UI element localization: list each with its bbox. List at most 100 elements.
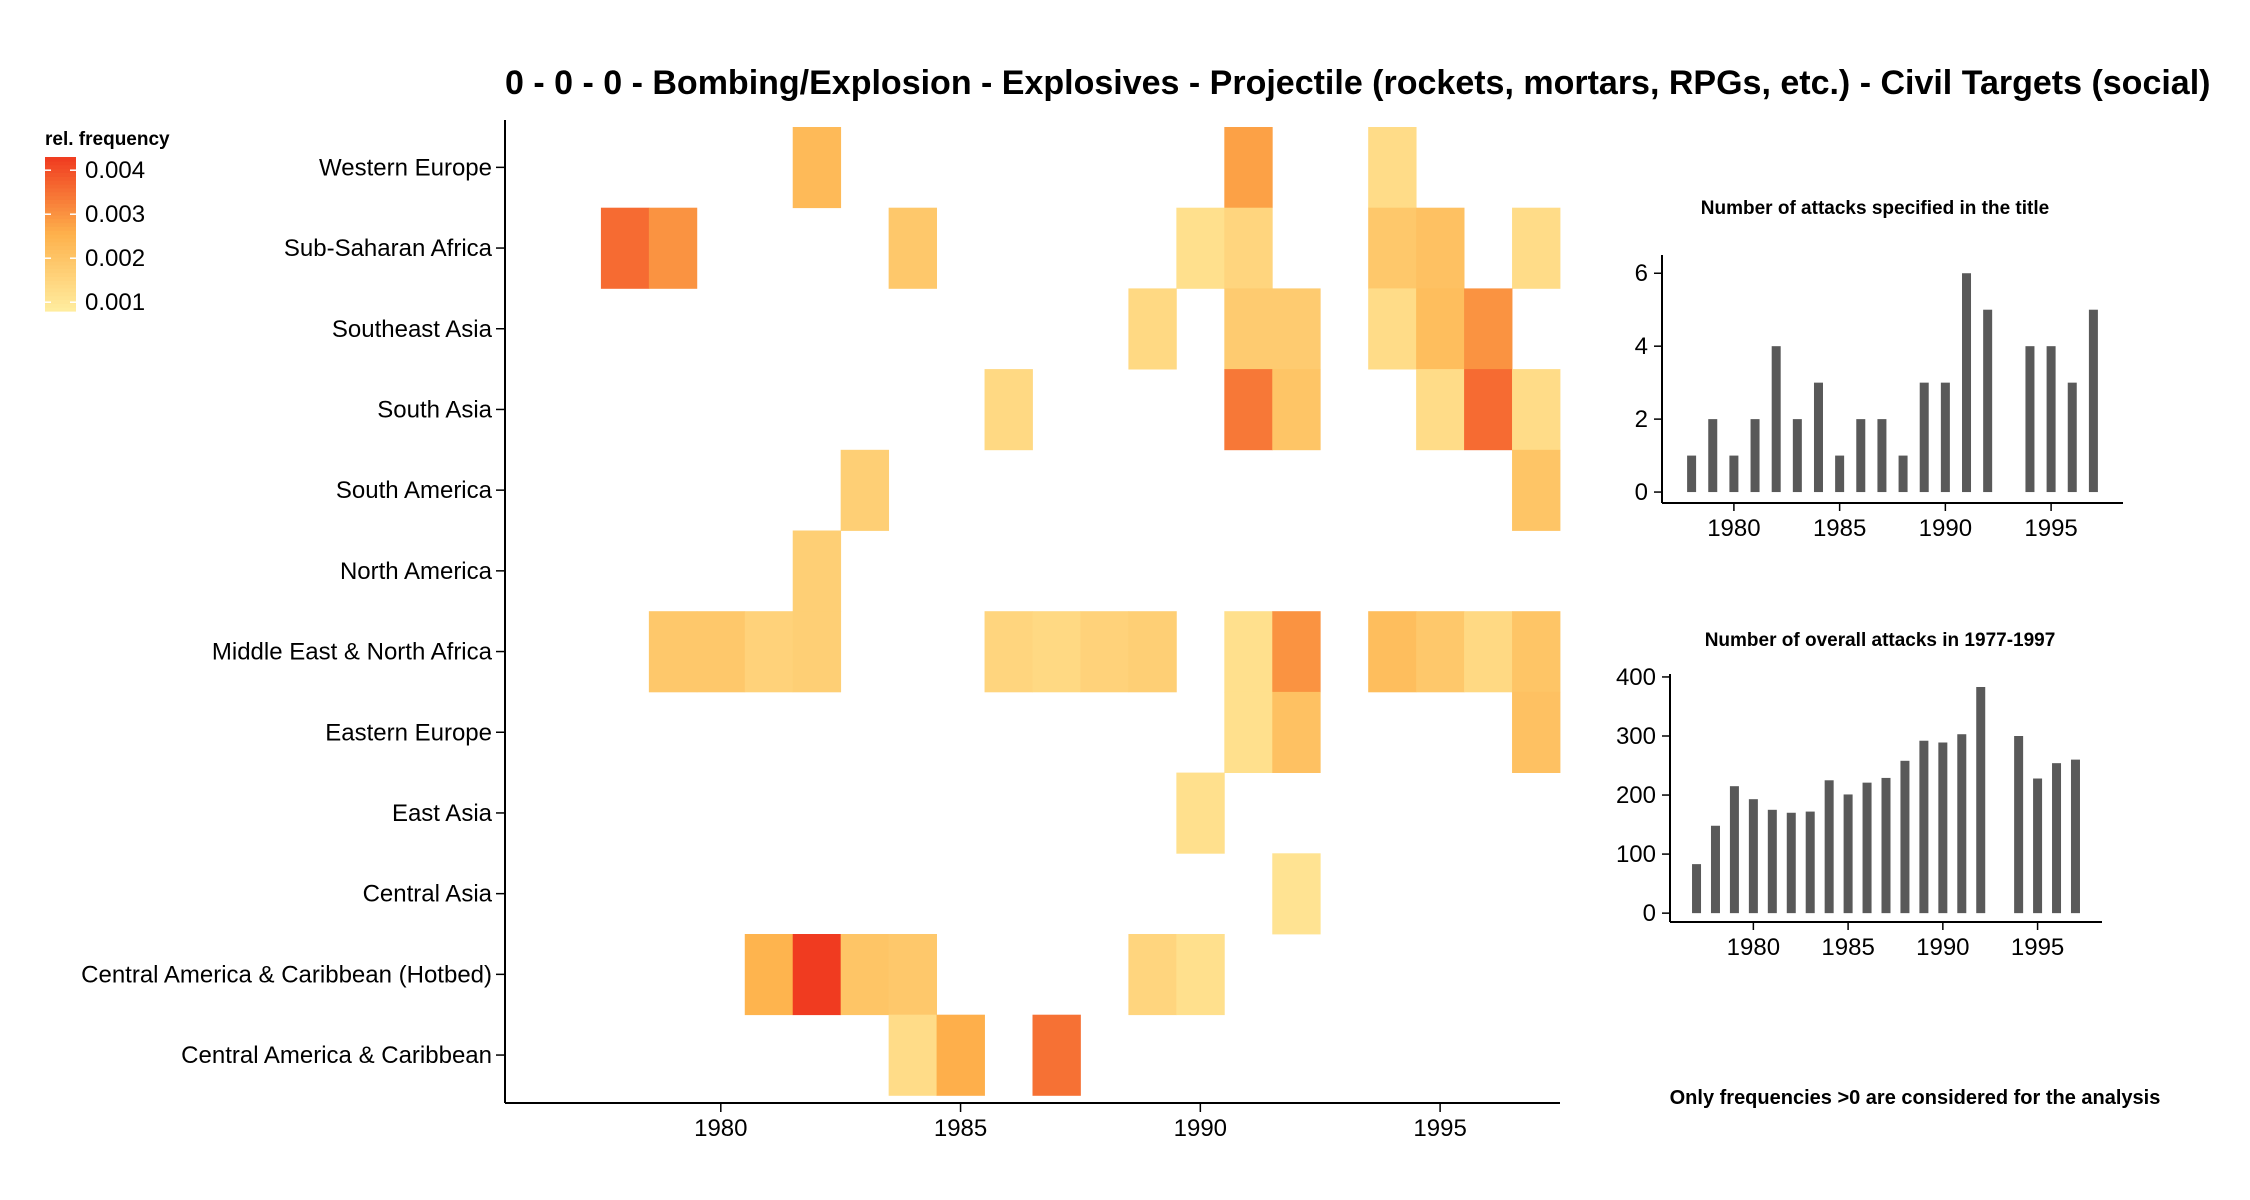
- bar: [2046, 346, 2056, 493]
- bar: [1856, 419, 1866, 493]
- heatmap-cell: [1416, 207, 1465, 289]
- heatmap-panel: 0 - 0 - 0 - Bombing/Explosion - Explosiv…: [81, 64, 2210, 1142]
- bar: [2070, 759, 2080, 914]
- bar: [2067, 382, 2077, 493]
- heatmap-cell: [1224, 611, 1273, 693]
- heatmap-cell: [1368, 127, 1417, 209]
- legend-gradient-segment: [45, 257, 76, 262]
- heatmap-cell: [1272, 691, 1321, 773]
- row-label: Central America & Caribbean (Hotbed): [81, 961, 492, 988]
- heatmap-cell: [1512, 369, 1561, 451]
- legend-gradient-segment: [45, 203, 76, 208]
- heatmap-cell: [1176, 934, 1225, 1016]
- heatmap-cell: [648, 207, 698, 289]
- row-label: South America: [336, 477, 493, 504]
- legend-gradient-segment: [45, 287, 76, 293]
- y-tick-label: 200: [1616, 782, 1656, 809]
- legend-gradient-segment: [45, 303, 76, 308]
- bar: [1983, 309, 1993, 493]
- legend-gradient-segment: [45, 260, 76, 266]
- legend-gradient-segment: [45, 176, 76, 181]
- heatmap-cell: [1512, 449, 1561, 531]
- x-tick-label: 1995: [2024, 515, 2077, 542]
- legend-gradient-segment: [45, 195, 76, 200]
- x-tick-label: 1990: [1919, 515, 1972, 542]
- bar-chart-title: Number of attacks specified in the title: [1701, 198, 2049, 219]
- heatmap-cell: [984, 369, 1033, 451]
- x-tick-label: 1985: [1813, 515, 1866, 542]
- color-legend: rel. frequency 0.004 0.003 0.002 0.001: [45, 129, 170, 316]
- legend-gradient-segment: [45, 157, 76, 162]
- y-tick-label: 300: [1616, 723, 1656, 750]
- heatmap-cell: [1032, 611, 1081, 693]
- bar: [1898, 455, 1908, 493]
- y-tick-label: 0: [1643, 900, 1656, 927]
- legend-gradient-segment: [45, 307, 76, 312]
- bar: [1708, 419, 1718, 493]
- legend-gradient-segment: [45, 249, 76, 254]
- heatmap-cell: [1224, 369, 1273, 451]
- legend-gradient-segment: [45, 168, 76, 173]
- heatmap-cell: [600, 207, 650, 289]
- bar: [1767, 809, 1777, 914]
- legend-tick-label: 0.002: [85, 245, 145, 272]
- heatmap-cell: [744, 611, 794, 693]
- legend-title: rel. frequency: [45, 129, 170, 150]
- legend-gradient-segment: [45, 241, 76, 247]
- legend-gradient-segment: [45, 218, 76, 224]
- legend-gradient-segment: [45, 272, 76, 277]
- bar: [1687, 455, 1697, 493]
- heatmap-cell: [1128, 611, 1177, 693]
- bar: [1843, 794, 1853, 914]
- legend-gradient-segment: [45, 191, 76, 197]
- row-label: Central Asia: [363, 881, 493, 908]
- legend-gradient-segment: [45, 207, 76, 212]
- heatmap-cell: [1368, 611, 1417, 693]
- heatmap-cell: [1464, 288, 1513, 370]
- heatmap-cell: [1416, 288, 1465, 370]
- legend-gradient-segment: [45, 172, 76, 177]
- heatmap-cell: [792, 530, 842, 612]
- bar: [1976, 686, 1986, 914]
- x-tick-label: 1980: [1707, 515, 1760, 542]
- heatmap-cell: [1464, 611, 1513, 693]
- legend-gradient-segment: [45, 214, 76, 220]
- heatmap-cell: [1512, 207, 1561, 289]
- heatmap-cell: [1176, 772, 1225, 854]
- x-tick-label: 1990: [1916, 934, 1969, 961]
- bar: [1813, 382, 1823, 493]
- heatmap-cell: [1128, 934, 1177, 1016]
- y-tick-label: 2: [1635, 406, 1648, 433]
- legend-gradient-segment: [45, 187, 76, 193]
- y-tick-label: 100: [1616, 841, 1656, 868]
- bar: [1805, 811, 1815, 914]
- heatmap-cell: [1512, 691, 1561, 773]
- x-tick-label: 1985: [934, 1115, 987, 1142]
- row-label: South Asia: [377, 396, 492, 423]
- y-tick-label: 0: [1635, 479, 1648, 506]
- bar: [1919, 382, 1929, 493]
- bar: [2088, 309, 2098, 493]
- row-label: Southeast Asia: [332, 316, 493, 343]
- heatmap-cell: [1368, 288, 1417, 370]
- row-label: North America: [340, 558, 493, 585]
- bar: [1835, 455, 1845, 493]
- row-label: Sub-Saharan Africa: [284, 235, 493, 262]
- heatmap-cell: [792, 611, 842, 693]
- legend-gradient-segment: [45, 253, 76, 258]
- heatmap-cell: [1080, 611, 1129, 693]
- heatmap-cell: [1224, 207, 1273, 289]
- legend-gradient-segment: [45, 164, 76, 170]
- heatmap-cell: [648, 611, 698, 693]
- heatmap-cell: [1464, 369, 1513, 451]
- heatmap-cell: [984, 611, 1033, 693]
- bar: [2014, 736, 2024, 914]
- bar: [1938, 742, 1948, 914]
- legend-gradient-segment: [45, 160, 76, 166]
- heatmap-cell: [1272, 369, 1321, 451]
- legend-gradient-segment: [45, 264, 76, 270]
- bar: [1962, 273, 1972, 493]
- y-tick-label: 400: [1616, 664, 1656, 691]
- heatmap-cell: [1224, 691, 1273, 773]
- heatmap-cell: [888, 207, 937, 289]
